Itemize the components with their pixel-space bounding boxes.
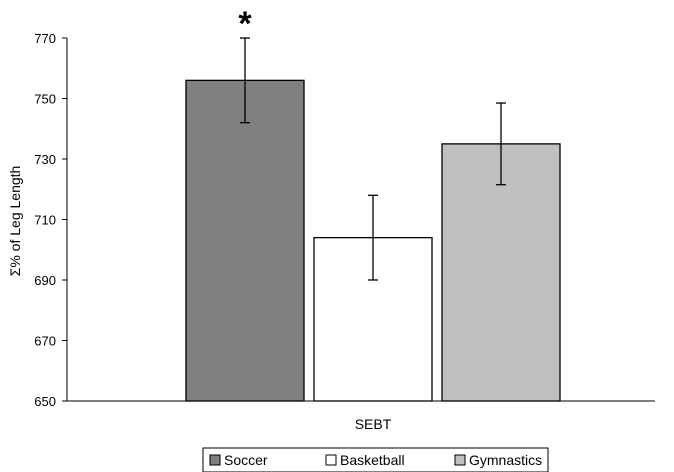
bars-group: *	[185, 5, 561, 402]
legend-items: Soccer Basketball Gymnastics	[209, 452, 542, 468]
y-tick-label: 770	[34, 31, 56, 46]
y-axis-label: Σ% of Leg Length	[7, 166, 23, 277]
y-tick-label: 710	[34, 213, 56, 228]
bar-soccer	[185, 79, 305, 402]
legend-swatch-basketball	[325, 454, 337, 466]
x-axis-label: SEBT	[355, 416, 392, 432]
legend-frame	[202, 447, 549, 472]
legend: Soccer Basketball Gymnastics	[202, 447, 549, 472]
y-tick-label: 670	[34, 334, 56, 349]
bar-gymnastics	[441, 143, 561, 402]
y-tick-label: 650	[34, 394, 56, 409]
y-axis-ticks: 650 670 690 710 730 750 770	[34, 31, 67, 409]
y-tick-label: 750	[34, 92, 56, 107]
legend-label-gymnastics: Gymnastics	[469, 452, 542, 468]
legend-swatch-soccer	[209, 454, 221, 466]
legend-label-soccer: Soccer	[224, 452, 268, 468]
y-tick-label: 730	[34, 152, 56, 167]
legend-swatch-gymnastics	[454, 454, 466, 466]
significance-asterisk: *	[238, 5, 252, 43]
y-tick-label: 690	[34, 273, 56, 288]
legend-label-basketball: Basketball	[340, 452, 405, 468]
